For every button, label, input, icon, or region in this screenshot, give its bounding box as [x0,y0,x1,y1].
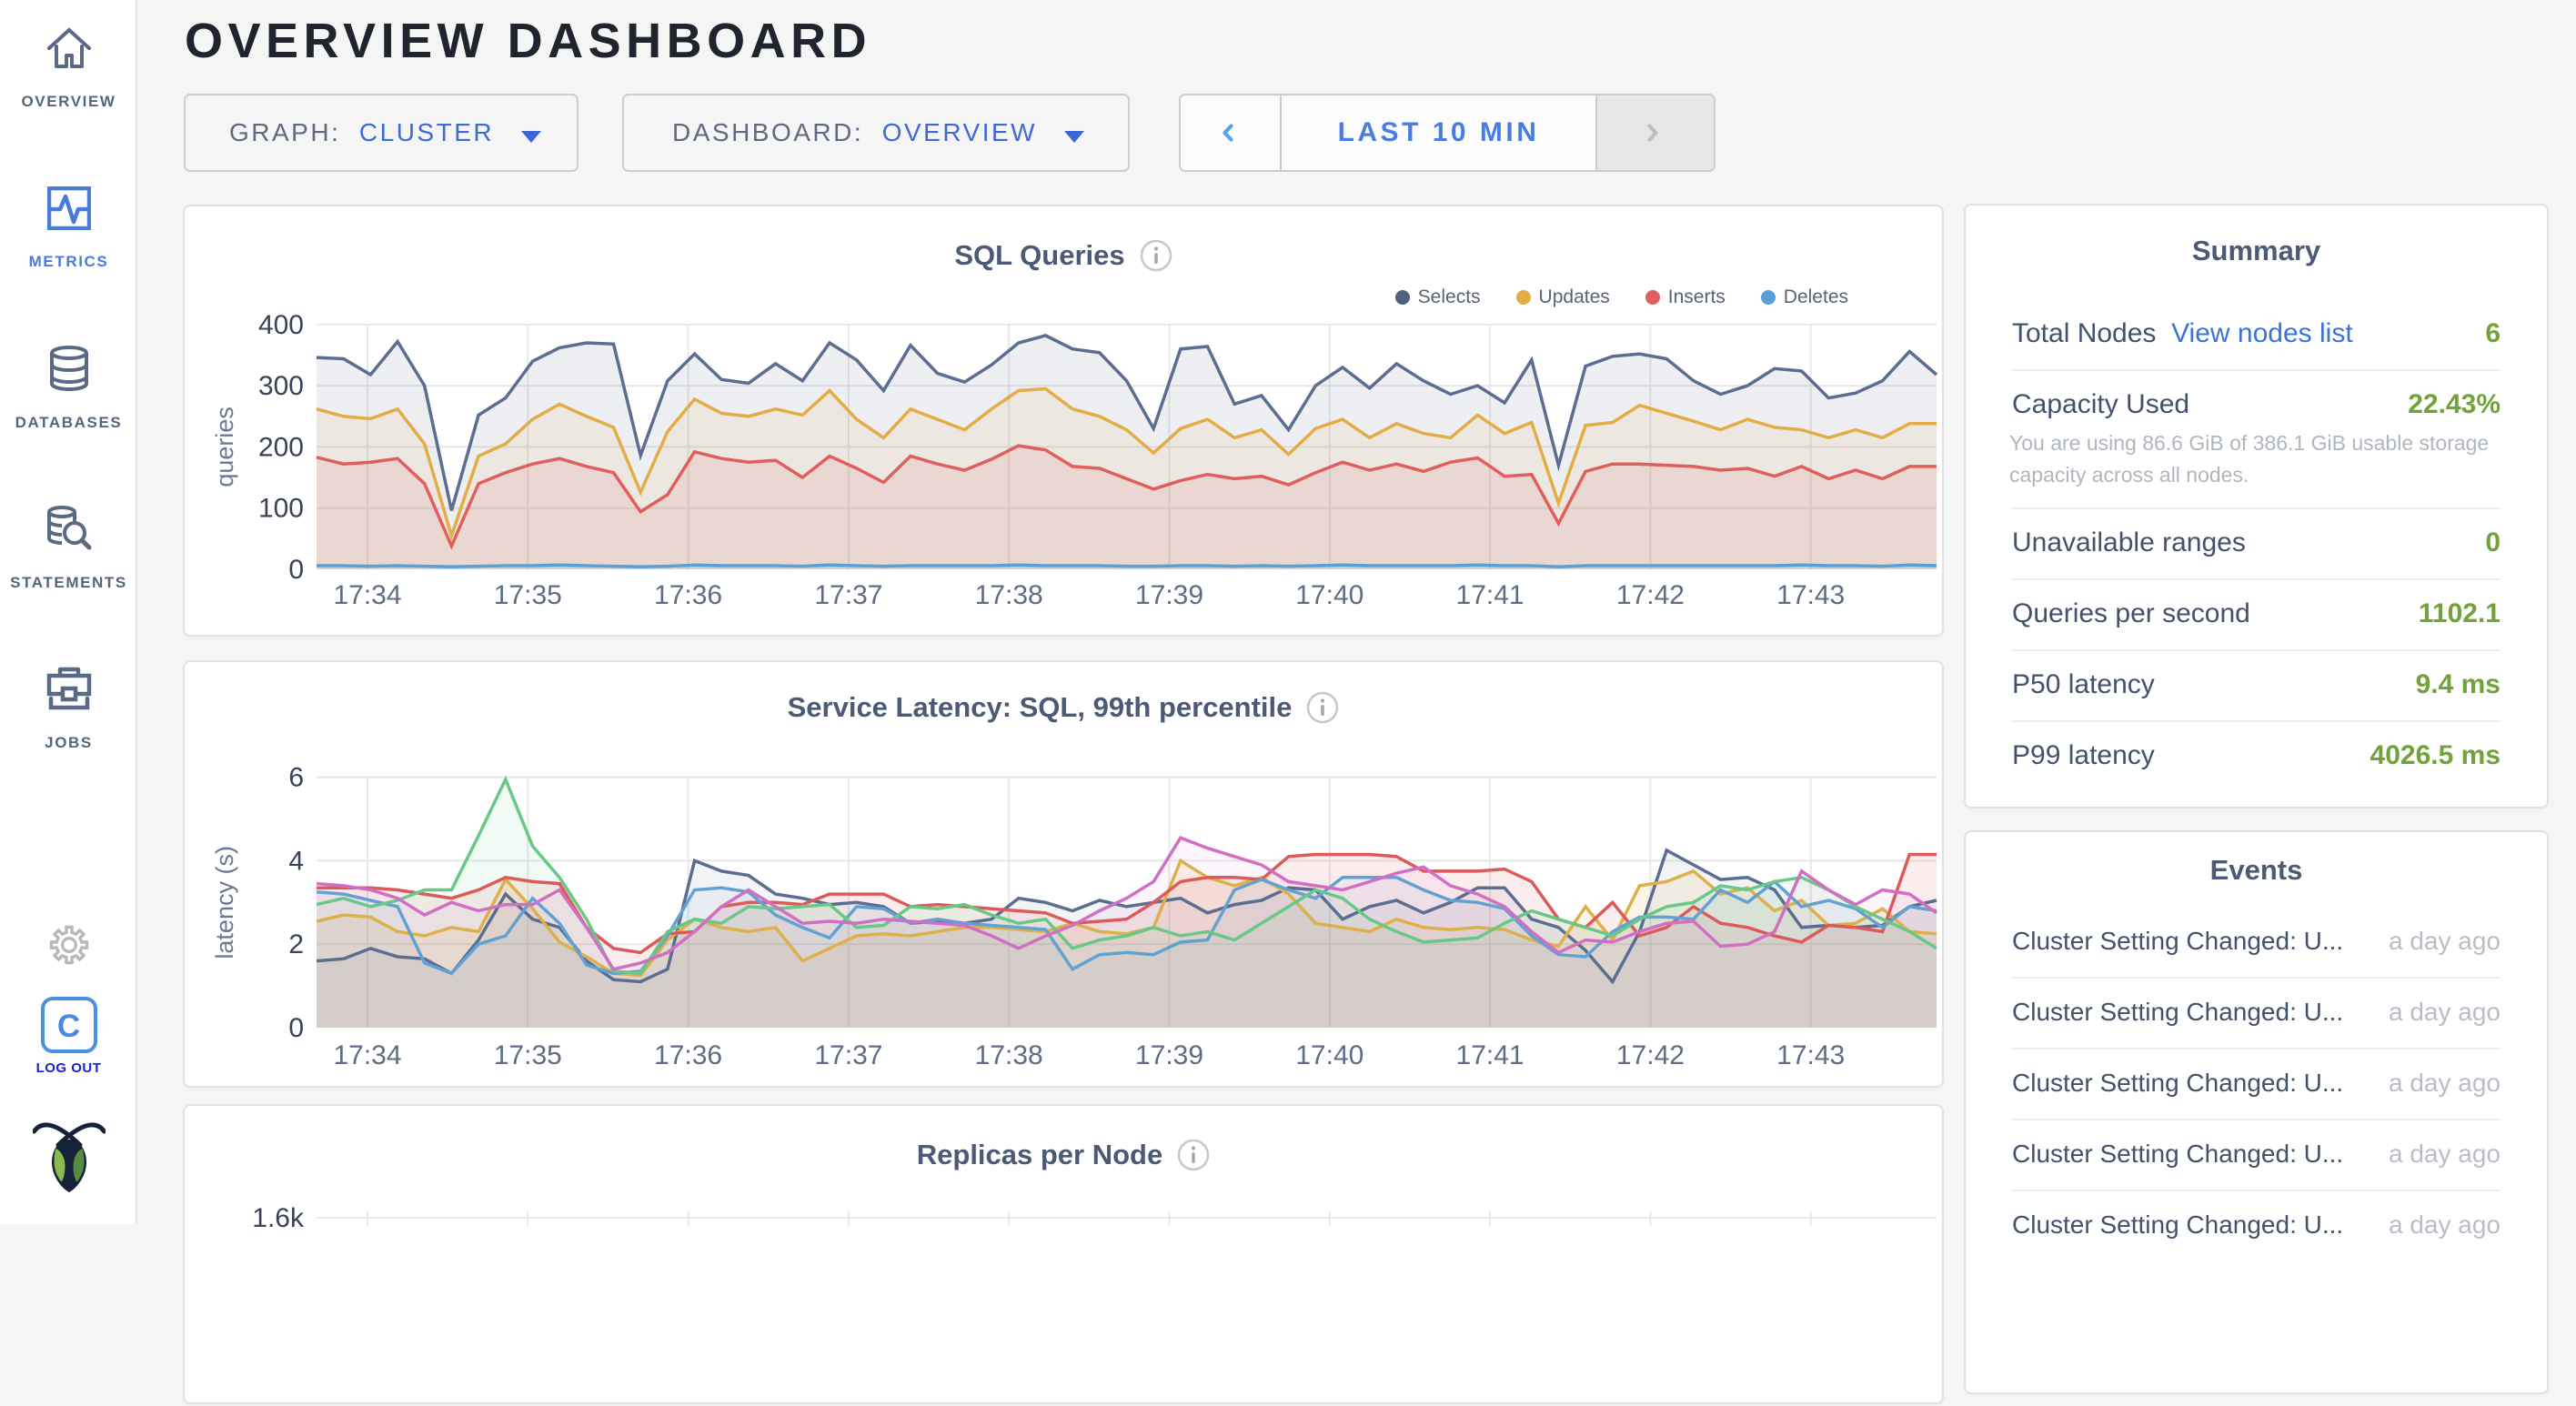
svg-text:400: 400 [258,310,304,340]
svg-text:17:36: 17:36 [654,1040,722,1070]
svg-text:17:38: 17:38 [975,580,1043,610]
svg-text:17:40: 17:40 [1295,580,1363,610]
svg-text:4: 4 [288,846,304,876]
svg-text:17:39: 17:39 [1135,580,1203,610]
svg-text:1.6k: 1.6k [252,1203,305,1233]
svg-text:17:34: 17:34 [333,580,401,610]
svg-text:17:42: 17:42 [1616,1040,1685,1070]
svg-text:17:38: 17:38 [975,1040,1043,1070]
svg-text:300: 300 [258,371,304,401]
svg-text:17:37: 17:37 [814,580,882,610]
svg-text:2: 2 [288,929,304,959]
svg-text:200: 200 [258,432,304,462]
svg-text:17:41: 17:41 [1456,1040,1524,1070]
svg-text:latency (s): latency (s) [211,846,238,959]
svg-text:17:36: 17:36 [654,580,722,610]
svg-text:queries: queries [211,407,238,487]
svg-text:17:35: 17:35 [494,1040,562,1070]
svg-text:17:37: 17:37 [814,1040,882,1070]
svg-text:17:35: 17:35 [494,580,562,610]
svg-text:0: 0 [288,555,304,585]
svg-text:100: 100 [258,494,304,524]
svg-text:17:40: 17:40 [1295,1040,1363,1070]
svg-text:6: 6 [288,763,304,793]
svg-text:17:43: 17:43 [1776,1040,1845,1070]
svg-text:17:34: 17:34 [333,1040,401,1070]
svg-text:17:41: 17:41 [1456,580,1524,610]
svg-text:17:42: 17:42 [1616,580,1685,610]
svg-text:17:43: 17:43 [1776,580,1845,610]
svg-text:17:39: 17:39 [1135,1040,1203,1070]
svg-text:0: 0 [288,1013,304,1043]
